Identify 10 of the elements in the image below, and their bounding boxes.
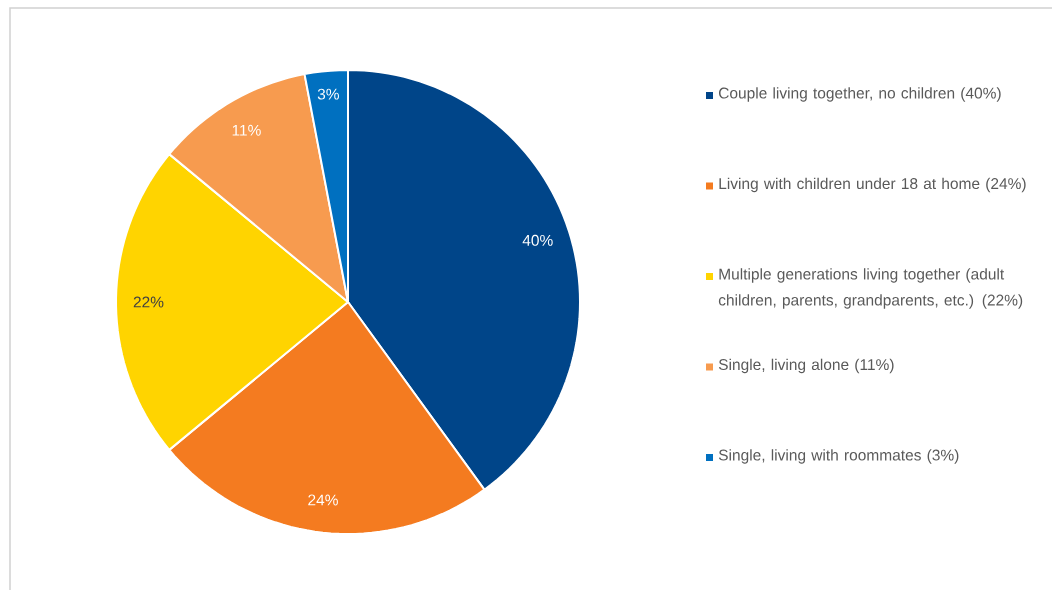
data-label: 40% [522,234,553,246]
legend-label: Multiple generations living together (adult children, parents, grandparents, etc.) (22%) [718,268,1023,309]
legend-label: Single, living with roommates (3%) [718,449,959,464]
legend-label: Single, living alone (11%) [718,358,894,374]
legend-label: Living with children under 18 at home (24%) [719,177,1026,193]
data-label: 11% [232,124,261,136]
legend-label: Couple living together, no children (40%) [718,87,1001,102]
data-label: 22% [133,296,164,308]
data-label: 3% [317,88,339,100]
data-label: 24% [308,494,338,506]
